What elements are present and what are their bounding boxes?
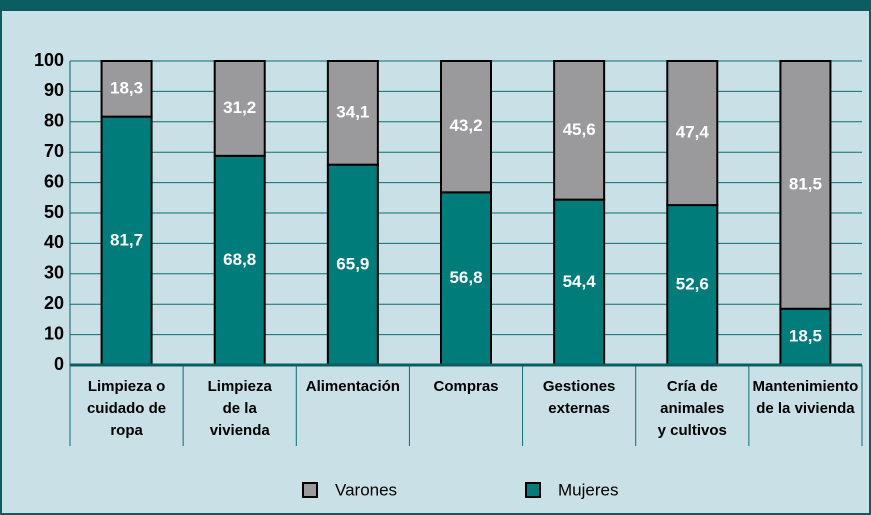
bar-segment xyxy=(100,60,153,118)
x-tick-label: Limpieza o xyxy=(88,378,166,395)
legend-label: Varones xyxy=(335,480,397,499)
x-tick-label: Limpieza xyxy=(208,378,273,395)
legend-swatch xyxy=(525,482,541,498)
value-label: 18,5 xyxy=(789,326,822,345)
value-label: 56,8 xyxy=(449,268,482,287)
bar-segment xyxy=(213,60,266,157)
x-tick-label: cuidado de xyxy=(87,400,166,417)
value-label: 81,5 xyxy=(789,174,822,193)
x-tick-label: Cría de xyxy=(667,378,718,395)
y-tick-label: 40 xyxy=(44,232,64,252)
y-tick-label: 0 xyxy=(54,354,64,374)
x-tick-label: de la xyxy=(223,400,258,417)
y-tick-label: 100 xyxy=(34,50,64,70)
value-label: 45,6 xyxy=(563,120,596,139)
y-tick-label: 90 xyxy=(44,80,64,100)
x-tick-label: externas xyxy=(548,400,610,417)
y-tick-label: 60 xyxy=(44,171,64,191)
bar-segment xyxy=(553,198,606,366)
x-tick-label: animales xyxy=(660,400,724,417)
bar-segment xyxy=(100,115,153,366)
x-tick-label: Mantenimiento xyxy=(753,378,859,395)
y-tick-label: 10 xyxy=(44,323,64,343)
x-tick-label: de la vivienda xyxy=(756,400,855,417)
bar-segment xyxy=(553,60,606,201)
top-band xyxy=(0,0,871,11)
x-tick-label: Compras xyxy=(433,378,498,395)
value-label: 54,4 xyxy=(563,272,597,291)
legend-swatch xyxy=(302,482,318,498)
bar-segment xyxy=(779,60,832,310)
x-tick-label: vivienda xyxy=(210,422,271,439)
bar-segment xyxy=(666,60,719,207)
bar-segment xyxy=(213,154,266,366)
x-tick-label: y cultivos xyxy=(658,422,727,439)
legend-label: Mujeres xyxy=(558,480,618,499)
value-label: 65,9 xyxy=(336,254,369,273)
y-tick-label: 80 xyxy=(44,111,64,131)
value-label: 18,3 xyxy=(110,78,143,97)
y-tick-label: 70 xyxy=(44,141,64,161)
y-tick-label: 30 xyxy=(44,263,64,283)
value-label: 52,6 xyxy=(676,275,709,294)
y-tick-label: 50 xyxy=(44,202,64,222)
x-tick-label: ropa xyxy=(110,422,143,439)
value-label: 81,7 xyxy=(110,230,143,249)
value-label: 34,1 xyxy=(336,102,369,121)
value-label: 68,8 xyxy=(223,250,256,269)
value-label: 43,2 xyxy=(449,116,482,135)
value-label: 31,2 xyxy=(223,98,256,117)
x-tick-label: Alimentación xyxy=(306,378,400,395)
bar-segment xyxy=(326,60,379,166)
y-tick-label: 20 xyxy=(44,293,64,313)
bar-segment xyxy=(440,60,492,194)
x-tick-label: Gestiones xyxy=(543,378,616,395)
value-label: 47,4 xyxy=(676,123,710,142)
